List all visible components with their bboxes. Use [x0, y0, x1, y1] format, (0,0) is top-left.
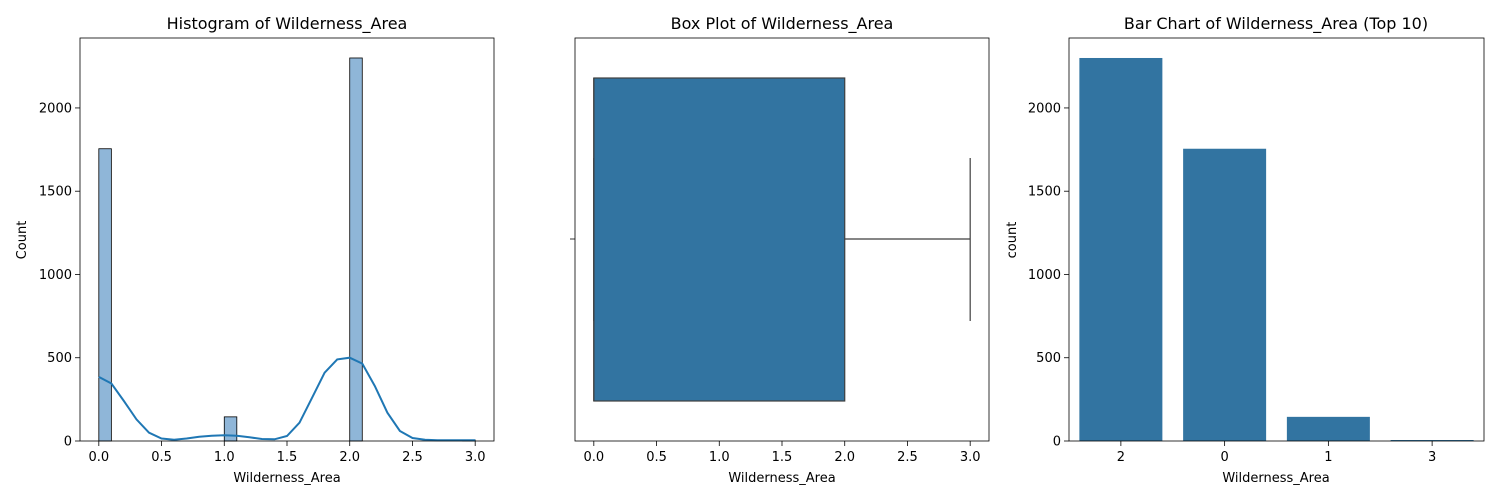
boxplot-x-tick-label: 1.5	[772, 450, 793, 465]
barchart-frame	[1068, 37, 1485, 442]
bar-2	[1079, 57, 1163, 442]
boxplot-panel: Box Plot of Wilderness_Area 0.0 0.5 1.0 1.5…	[570, 14, 990, 486]
barchart-x-label: Wilderness_Area	[1222, 471, 1329, 486]
barchart-y-label: count	[1005, 222, 1020, 259]
boxplot-x-label: Wilderness_Area	[728, 471, 835, 486]
histogram-bars	[98, 57, 476, 442]
histogram-y-tick-label: 1500	[39, 185, 72, 200]
barchart-x-tick-label: 2	[1117, 450, 1125, 465]
barchart-y-tick-label: 500	[1036, 351, 1061, 366]
barchart-x-tick-label: 0	[1220, 450, 1228, 465]
box	[593, 77, 846, 402]
barchart-x-tick-label: 3	[1428, 450, 1436, 465]
histogram-bar-0	[98, 148, 112, 442]
boxplot-x-tick-label: 0.0	[583, 450, 604, 465]
boxplot-x-ticks: 0.0 0.5 1.0 1.5 2.0 2.5 3.0	[583, 441, 981, 465]
barchart-bars	[1079, 57, 1474, 442]
histogram-y-tick-label: 0	[64, 435, 72, 450]
boxplot-x-tick-label: 2.0	[834, 450, 855, 465]
barchart-y-tick-label: 1000	[1028, 268, 1061, 283]
histogram-x-ticks: 0.0 0.5 1.0 1.5 2.0 2.5 3.0	[88, 441, 486, 465]
histogram-y-tick-label: 1000	[39, 268, 72, 283]
boxplot-x-tick-label: 2.5	[897, 450, 918, 465]
histogram-x-tick-label: 0.0	[88, 450, 109, 465]
histogram-x-tick-label: 0.5	[151, 450, 172, 465]
histogram-x-tick-label: 2.0	[339, 450, 360, 465]
barchart-y-tick-label: 0	[1053, 435, 1061, 450]
histogram-bar-2	[349, 57, 363, 442]
histogram-y-label: Count	[15, 221, 30, 260]
boxplot-x-tick-label: 0.5	[646, 450, 667, 465]
barchart-y-tick-label: 2000	[1028, 101, 1061, 116]
boxplot-elements	[593, 77, 971, 402]
bar-0	[1183, 148, 1267, 441]
histogram-panel: Histogram of Wilderness_Area 0.0 0.5 1.0 1.…	[15, 14, 495, 486]
barchart-title: Bar Chart of Wilderness_Area (Top 10)	[1124, 14, 1428, 34]
histogram-frame	[79, 37, 495, 442]
histogram-x-tick-label: 2.5	[402, 450, 423, 465]
kde-line	[98, 356, 476, 442]
bar-3	[1390, 440, 1474, 441]
histogram-title: Histogram of Wilderness_Area	[167, 14, 408, 34]
boxplot-title: Box Plot of Wilderness_Area	[671, 14, 894, 34]
bar-1	[1286, 416, 1370, 441]
histogram-y-tick-label: 2000	[39, 101, 72, 116]
histogram-x-tick-label: 3.0	[465, 450, 486, 465]
barchart-y-tick-label: 1500	[1028, 185, 1061, 200]
boxplot-x-tick-label: 3.0	[960, 450, 981, 465]
histogram-x-tick-label: 1.5	[277, 450, 298, 465]
boxplot-x-tick-label: 1.0	[709, 450, 730, 465]
barchart-x-tick-label: 1	[1324, 450, 1332, 465]
barchart-y-ticks: 0 500 1000 1500 2000	[1028, 101, 1069, 450]
histogram-y-ticks: 0 500 1000 1500 2000	[39, 101, 80, 450]
histogram-bar-1	[223, 416, 238, 442]
histogram-y-tick-label: 500	[47, 351, 72, 366]
histogram-x-tick-label: 1.0	[214, 450, 235, 465]
histogram-x-label: Wilderness_Area	[233, 471, 340, 486]
